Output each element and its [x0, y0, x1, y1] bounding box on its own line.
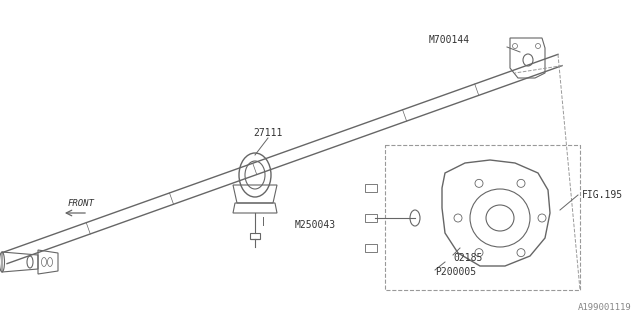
- Text: P200005: P200005: [435, 267, 476, 277]
- Text: M700144: M700144: [429, 35, 470, 45]
- Text: FRONT: FRONT: [68, 199, 95, 208]
- Bar: [365, 214, 377, 222]
- Text: 27111: 27111: [253, 128, 283, 138]
- Bar: [385, 145, 580, 290]
- Bar: [365, 184, 377, 192]
- Text: M250043: M250043: [295, 220, 336, 230]
- Text: 02185: 02185: [453, 253, 483, 263]
- Bar: [365, 244, 377, 252]
- Text: FIG.195: FIG.195: [582, 190, 623, 200]
- Text: A199001119: A199001119: [579, 303, 632, 312]
